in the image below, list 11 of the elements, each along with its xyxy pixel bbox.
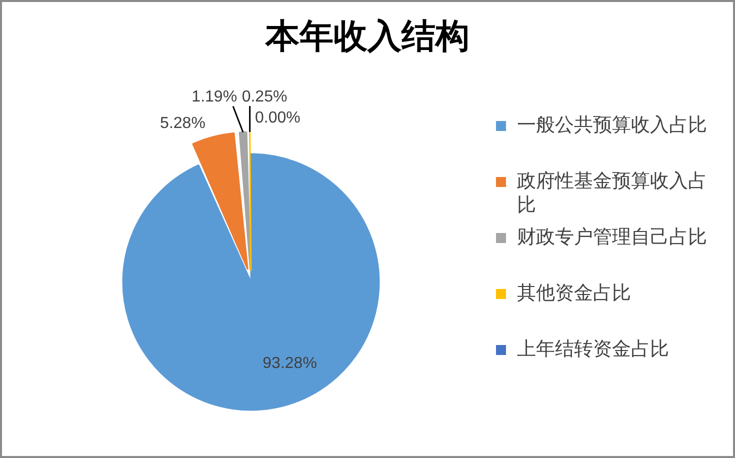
data-label: 1.19% [192, 88, 238, 106]
legend-label: 其他资金占比 [517, 283, 631, 304]
legend-label: 上年结转资金占比 [517, 339, 669, 360]
chart-title: 本年收入结构 [264, 17, 470, 56]
data-label: 5.28% [160, 114, 206, 132]
legend-label: 政府性基金预算收入占比 [517, 170, 707, 216]
legend-label: 一般公共预算收入占比 [517, 115, 707, 136]
data-label: 93.28% [262, 355, 317, 372]
data-label: 0.25% [242, 88, 288, 106]
text: 0.00% [255, 109, 300, 126]
legend-label: 财政专户管理自己占比 [517, 226, 707, 248]
